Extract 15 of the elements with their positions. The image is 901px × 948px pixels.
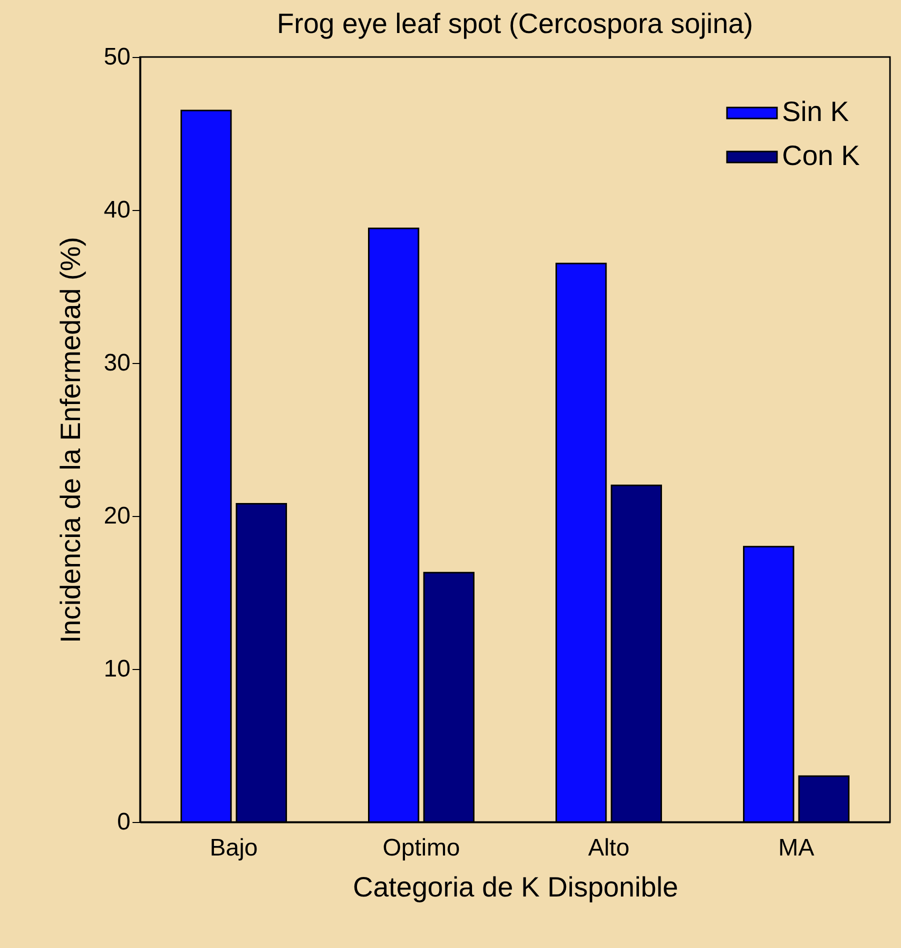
y-tick-label: 50 xyxy=(104,44,130,70)
y-tick-label: 0 xyxy=(117,808,130,836)
chart-title: Frog eye leaf spot (Cercospora sojina) xyxy=(276,8,754,39)
y-axis-title: Incidencia de la Enfermedad (%) xyxy=(54,236,86,644)
x-tick-label: Optimo xyxy=(382,834,460,862)
x-axis-title: Categoria de K Disponible xyxy=(352,872,678,902)
x-tick-label: Bajo xyxy=(210,834,258,862)
x-tick-label: MA xyxy=(778,834,814,862)
legend-label: Sin K xyxy=(782,96,850,127)
x-tick-label: Alto xyxy=(588,834,630,862)
y-tick-label: 40 xyxy=(104,196,130,224)
y-tick-label: 10 xyxy=(104,656,130,682)
legend-label: Con K xyxy=(782,140,860,171)
y-tick-label: 30 xyxy=(104,350,130,376)
y-tick-label: 20 xyxy=(104,502,130,530)
